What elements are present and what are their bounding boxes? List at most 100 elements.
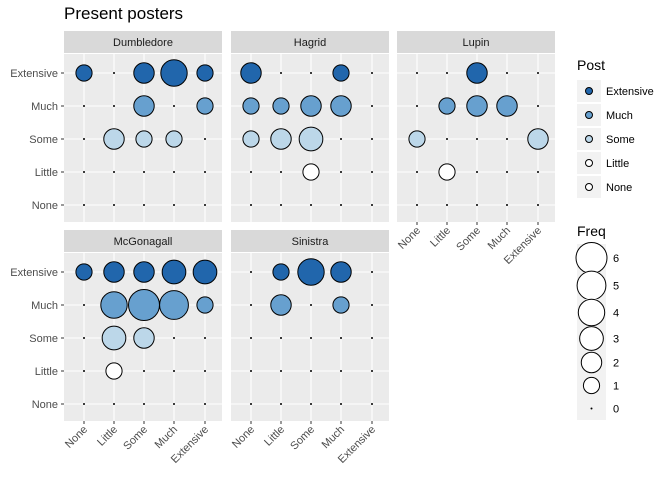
point-sinistra bbox=[340, 337, 342, 339]
point-hagrid bbox=[371, 105, 373, 107]
point-dumbledore bbox=[113, 72, 115, 74]
point-sinistra bbox=[371, 403, 373, 405]
facet-label-mcgonagall: McGonagall bbox=[114, 236, 173, 248]
point-dumbledore bbox=[113, 171, 115, 173]
legend-size-swatch bbox=[580, 351, 603, 374]
point-sinistra bbox=[272, 263, 290, 281]
y-tick-label: Extensive bbox=[10, 267, 58, 279]
point-hagrid bbox=[332, 64, 350, 82]
y-tick-label: None bbox=[32, 399, 58, 411]
point-mcgonagall bbox=[173, 370, 175, 372]
point-mcgonagall bbox=[128, 289, 160, 321]
point-hagrid bbox=[371, 204, 373, 206]
legend-size-label: 0 bbox=[613, 404, 619, 416]
point-dumbledore bbox=[204, 138, 206, 140]
point-hagrid bbox=[280, 72, 282, 74]
y-tick-label: Much bbox=[31, 101, 58, 113]
legend-fill-label: Much bbox=[606, 110, 633, 122]
x-tick-label: Some bbox=[288, 424, 317, 453]
legend-size-swatch bbox=[590, 407, 593, 410]
legend-size-swatch bbox=[577, 298, 606, 327]
point-dumbledore bbox=[103, 128, 125, 150]
point-hagrid bbox=[310, 72, 312, 74]
x-tick-label: Much bbox=[320, 424, 348, 452]
x-tick-label: Little bbox=[262, 424, 287, 449]
legend-size-swatch bbox=[579, 326, 604, 351]
point-lupin bbox=[506, 138, 508, 140]
x-tick-label: Little bbox=[428, 225, 453, 250]
facet-strip-sinistra bbox=[231, 230, 389, 252]
x-tick-label: Some bbox=[121, 424, 150, 453]
point-sinistra bbox=[330, 261, 352, 283]
legend-fill-label: Little bbox=[606, 158, 629, 170]
point-hagrid bbox=[242, 130, 260, 148]
point-hagrid bbox=[310, 204, 312, 206]
point-mcgonagall bbox=[143, 403, 145, 405]
point-sinistra bbox=[371, 370, 373, 372]
facet-strip-lupin bbox=[397, 31, 555, 53]
point-mcgonagall bbox=[161, 259, 187, 285]
y-tick-label: Some bbox=[29, 134, 58, 146]
facet-label-dumbledore: Dumbledore bbox=[113, 37, 173, 49]
point-lupin bbox=[446, 204, 448, 206]
point-dumbledore bbox=[204, 204, 206, 206]
point-hagrid bbox=[242, 97, 260, 115]
x-tick-label: None bbox=[396, 225, 423, 252]
point-sinistra bbox=[340, 370, 342, 372]
point-mcgonagall bbox=[133, 327, 155, 349]
legend-size-swatch bbox=[575, 242, 608, 274]
facet-strip-mcgonagall bbox=[64, 230, 222, 252]
legend-size-label: 6 bbox=[613, 253, 619, 265]
point-sinistra bbox=[310, 337, 312, 339]
point-hagrid bbox=[280, 171, 282, 173]
point-sinistra bbox=[280, 370, 282, 372]
point-dumbledore bbox=[135, 130, 153, 148]
legend-size-label: 4 bbox=[613, 308, 619, 320]
facet-label-hagrid: Hagrid bbox=[294, 37, 326, 49]
point-mcgonagall bbox=[83, 337, 85, 339]
legend-size-label: 1 bbox=[613, 381, 619, 393]
legend-fill-swatch bbox=[585, 87, 593, 95]
point-sinistra bbox=[310, 403, 312, 405]
y-tick-label: Little bbox=[35, 167, 58, 179]
point-lupin bbox=[416, 204, 418, 206]
legend-fill-swatch bbox=[585, 111, 593, 119]
legend-fill-swatch bbox=[585, 159, 593, 167]
x-tick-label: Little bbox=[95, 424, 120, 449]
point-dumbledore bbox=[83, 171, 85, 173]
legend-fill-title: Post bbox=[577, 57, 605, 73]
point-hagrid bbox=[250, 171, 252, 173]
facet-label-sinistra: Sinistra bbox=[292, 236, 330, 248]
point-sinistra bbox=[250, 271, 252, 273]
x-tick-label: None bbox=[63, 424, 90, 451]
point-lupin bbox=[438, 163, 456, 181]
y-tick-label: None bbox=[32, 200, 58, 212]
point-sinistra bbox=[371, 337, 373, 339]
point-mcgonagall bbox=[192, 259, 218, 285]
point-hagrid bbox=[240, 62, 262, 84]
y-tick-label: Much bbox=[31, 300, 58, 312]
point-mcgonagall bbox=[133, 261, 155, 283]
y-tick-label: Some bbox=[29, 333, 58, 345]
point-lupin bbox=[537, 171, 539, 173]
point-lupin bbox=[476, 171, 478, 173]
point-dumbledore bbox=[173, 105, 175, 107]
point-lupin bbox=[506, 72, 508, 74]
point-sinistra bbox=[371, 271, 373, 273]
legend-size-swatch bbox=[582, 376, 601, 395]
point-hagrid bbox=[302, 163, 320, 181]
point-sinistra bbox=[340, 403, 342, 405]
legend-size-title: Freq bbox=[577, 223, 606, 239]
legend-fill-label: Some bbox=[606, 134, 635, 146]
point-hagrid bbox=[371, 72, 373, 74]
point-hagrid bbox=[272, 97, 290, 115]
point-mcgonagall bbox=[100, 291, 128, 319]
legend-fill-swatch bbox=[585, 183, 593, 191]
point-lupin bbox=[476, 204, 478, 206]
point-dumbledore bbox=[196, 64, 214, 82]
point-sinistra bbox=[250, 403, 252, 405]
facet-strip-hagrid bbox=[231, 31, 389, 53]
point-hagrid bbox=[330, 95, 352, 117]
point-mcgonagall bbox=[196, 296, 214, 314]
point-mcgonagall bbox=[143, 370, 145, 372]
